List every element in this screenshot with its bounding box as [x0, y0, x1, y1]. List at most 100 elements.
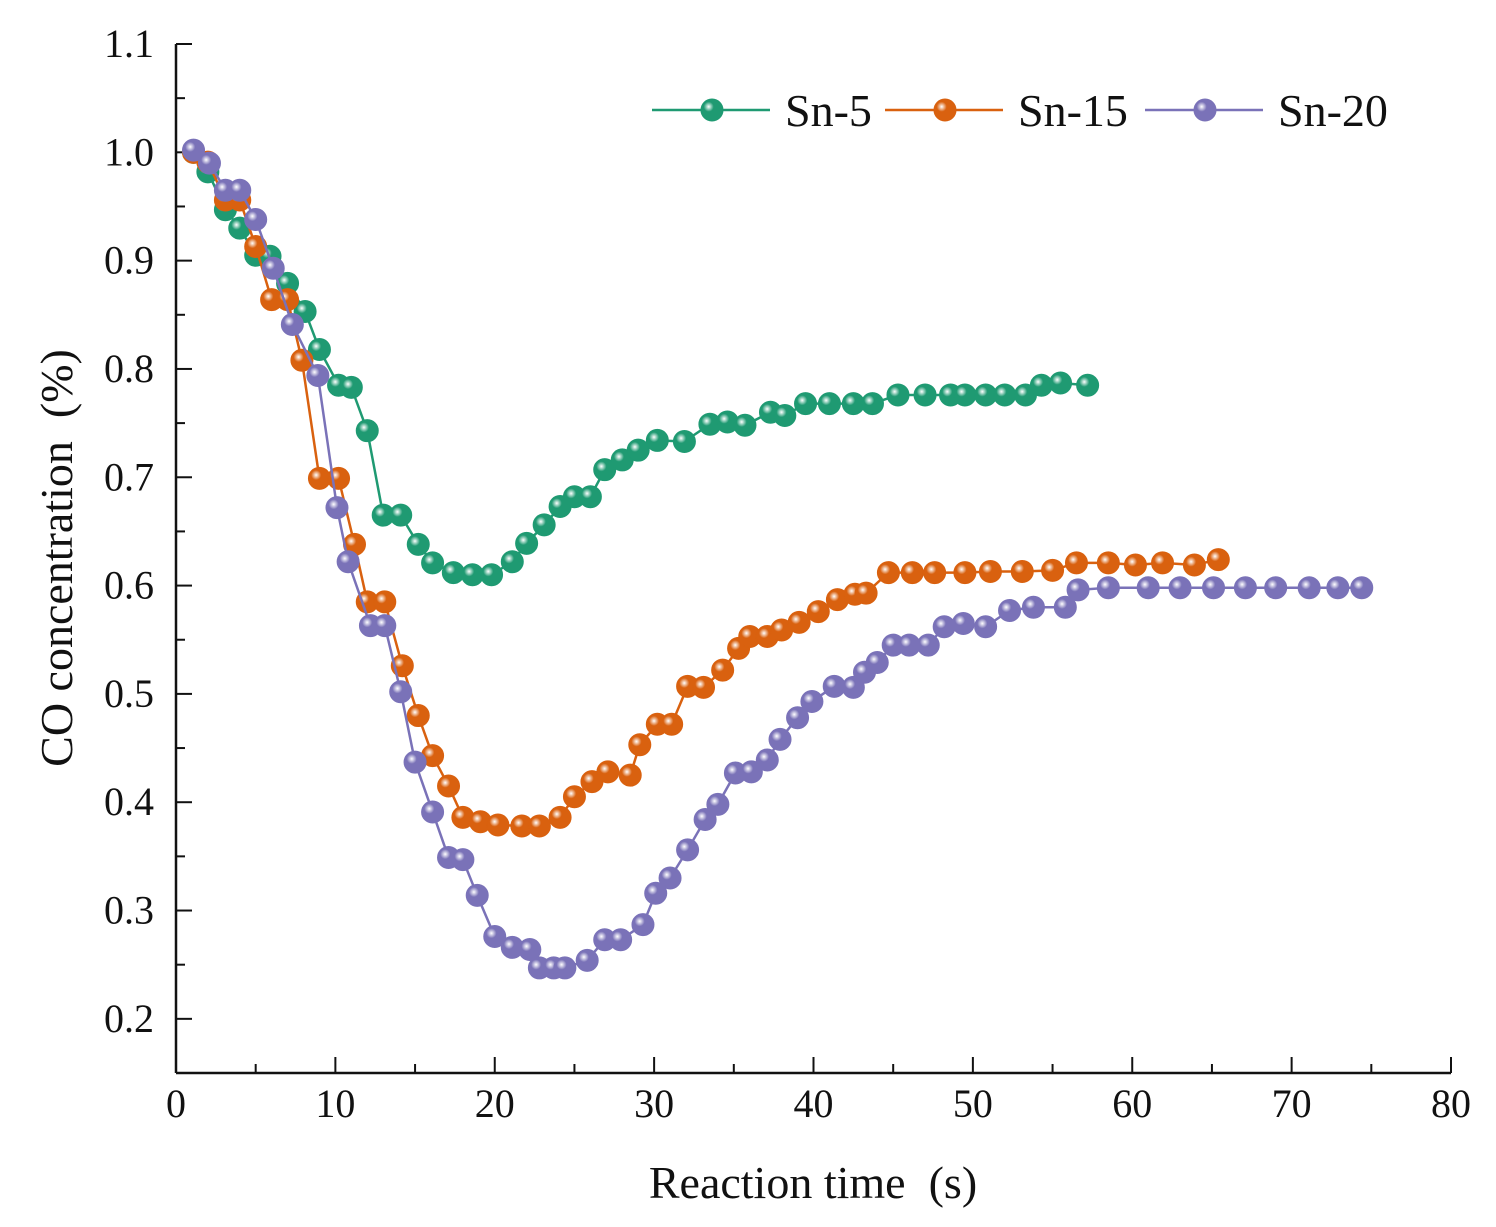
data-point [953, 561, 977, 585]
data-point [692, 675, 716, 699]
data-point [773, 404, 797, 428]
data-point [441, 561, 465, 585]
data-point [660, 712, 684, 736]
data-point [1066, 578, 1090, 602]
data-point [596, 760, 620, 784]
legend-item-sn-20: Sn-20 [1145, 85, 1388, 136]
series-group [182, 138, 1374, 980]
data-point [553, 956, 577, 980]
data-point [1297, 576, 1321, 600]
y-tick-label: 0.7 [104, 454, 154, 499]
data-point [628, 733, 652, 757]
data-point [486, 813, 510, 837]
data-point [548, 805, 572, 829]
data-point [733, 413, 757, 437]
data-point [1064, 551, 1088, 575]
data-point [307, 337, 331, 361]
axes: 0 10 20 30 40 50 60 70 80 0.2 0.3 0.4 0.5 0.6 0.7 0.8 0.… [104, 21, 1471, 1126]
data-point [1041, 558, 1065, 582]
x-tick-label: 70 [1272, 1081, 1312, 1126]
legend-item-sn-5: Sn-5 [652, 85, 872, 136]
data-point [658, 866, 682, 890]
data-point [182, 138, 206, 162]
data-point [923, 561, 947, 585]
data-point [355, 419, 379, 443]
data-point [373, 614, 397, 638]
data-point [676, 838, 700, 862]
data-point [953, 383, 977, 407]
x-tick-label: 0 [166, 1081, 186, 1126]
data-point [1151, 551, 1175, 575]
data-point [932, 615, 956, 639]
data-point [951, 611, 975, 635]
y-tick-label: 0.5 [104, 671, 154, 716]
series-line [192, 151, 1219, 828]
data-point [389, 680, 413, 704]
data-point [876, 561, 900, 585]
data-point [706, 792, 730, 816]
data-point [389, 503, 413, 527]
data-point [437, 774, 461, 798]
data-point [575, 948, 599, 972]
y-tick-label: 0.3 [104, 888, 154, 933]
data-point [500, 550, 524, 574]
data-point [993, 383, 1017, 407]
data-point [336, 550, 360, 574]
data-point [886, 383, 910, 407]
x-axis-title: Reaction time (s) [649, 1157, 977, 1208]
data-point [1029, 373, 1053, 397]
legend-label: Sn-15 [1018, 85, 1128, 136]
data-point [693, 808, 717, 832]
data-point [373, 590, 397, 614]
data-point [480, 563, 504, 587]
data-point [1182, 553, 1206, 577]
data-point [817, 392, 841, 416]
data-point [626, 438, 650, 462]
legend-label: Sn-5 [785, 85, 872, 136]
legend-marker [700, 98, 724, 122]
data-point [261, 256, 285, 280]
data-point [421, 800, 445, 824]
data-point [403, 750, 427, 774]
data-point [644, 881, 668, 905]
series-sn-20 [182, 138, 1374, 980]
data-point [1096, 576, 1120, 600]
data-point [1350, 576, 1374, 600]
data-point [1096, 551, 1120, 575]
series-sn-15 [182, 140, 1230, 838]
x-tick-label: 20 [475, 1081, 515, 1126]
data-point [786, 706, 810, 730]
data-point [1076, 373, 1100, 397]
x-tick-label: 80 [1431, 1081, 1471, 1126]
y-tick-label: 0.4 [104, 779, 154, 824]
data-point [913, 383, 937, 407]
data-point [562, 785, 586, 809]
data-point [711, 658, 735, 682]
data-point [325, 496, 349, 520]
data-point [645, 428, 669, 452]
data-point [1021, 595, 1045, 619]
data-point [1136, 576, 1160, 600]
x-tick-label: 10 [315, 1081, 355, 1126]
data-point [1202, 576, 1226, 600]
data-point [900, 561, 924, 585]
data-point [916, 633, 940, 657]
data-point [578, 485, 602, 509]
data-point [755, 748, 779, 772]
data-point [483, 925, 507, 949]
data-point [306, 363, 330, 387]
data-point [806, 600, 830, 624]
data-point [339, 375, 363, 399]
series-sn-5 [182, 140, 1100, 587]
data-point [978, 559, 1002, 583]
y-tick-label: 1.1 [104, 21, 154, 66]
legend-item-sn-15: Sn-15 [885, 85, 1128, 136]
data-point [518, 938, 542, 962]
data-point [515, 531, 539, 555]
data-point [406, 532, 430, 556]
y-tick-label: 0.9 [104, 238, 154, 283]
data-point [593, 458, 617, 482]
y-tick-label: 0.8 [104, 346, 154, 391]
data-point [1010, 559, 1034, 583]
